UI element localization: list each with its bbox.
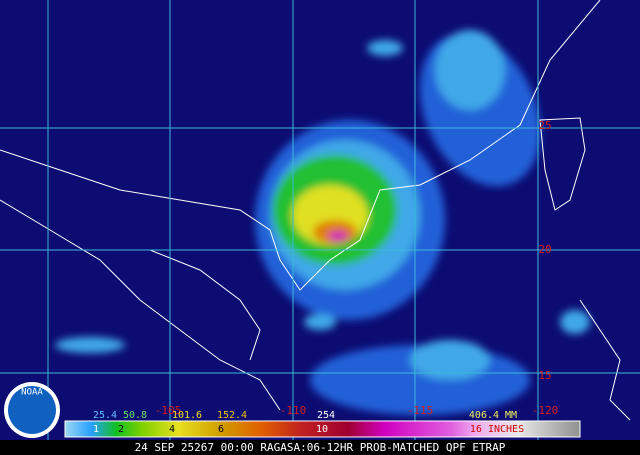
lon-label: -110 xyxy=(280,404,307,417)
precip xyxy=(55,30,590,415)
inch-label: 4 xyxy=(169,424,175,435)
lat-label: 20 xyxy=(538,243,551,256)
lat-label: 25 xyxy=(538,119,551,132)
inch-label: 6 xyxy=(218,424,224,435)
mm-label: 101.6 xyxy=(172,410,202,421)
mm-label: 25.4 xyxy=(93,410,117,421)
lat-label: 15 xyxy=(538,369,551,382)
inch-label: 1 xyxy=(93,424,99,435)
mm-label: 152.4 xyxy=(217,410,247,421)
inch-label: 16 INCHES xyxy=(470,424,524,435)
lon-label: -115 xyxy=(407,404,434,417)
caption-bar xyxy=(0,440,640,455)
mm-label: 50.8 xyxy=(123,410,147,421)
colorbar xyxy=(64,420,581,438)
inch-label: 2 xyxy=(118,424,124,435)
mm-label: 254 xyxy=(317,410,335,421)
coastlines xyxy=(0,0,631,421)
logo-text: NOAA xyxy=(21,388,43,398)
logo-inner xyxy=(8,386,56,434)
lon-label: -120 xyxy=(532,404,559,417)
inch-label: 10 xyxy=(316,424,328,435)
lon-label: -105 xyxy=(155,404,182,417)
mm-label: 406.4 MM xyxy=(469,410,517,421)
caption: 24 SEP 25267 00:00 RAGASA:06-12HR PROB-M… xyxy=(135,441,506,454)
